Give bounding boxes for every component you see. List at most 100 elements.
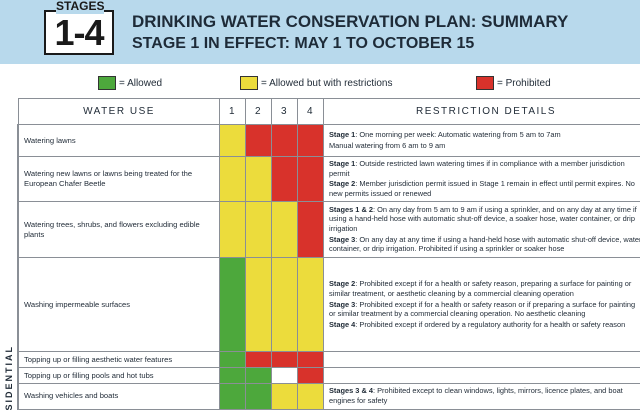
detail-stage-label: Stage 3	[329, 234, 356, 244]
stage-3-status-cell	[271, 124, 298, 157]
stage-4-status-cell	[297, 351, 324, 369]
detail-stage-label: Stage 4	[329, 319, 356, 329]
stage-4-status-cell	[297, 257, 324, 353]
stage-2-status-cell	[245, 367, 272, 385]
detail-stage-label: Stage 3	[329, 299, 356, 309]
stages-range: 1-4	[54, 12, 104, 53]
detail-text: Manual watering from 6 am to 9 am	[329, 140, 446, 150]
restriction-details-cell: Stages 3 & 4: Prohibited except to clean…	[323, 383, 640, 410]
header-water-use: WATER USE	[18, 98, 220, 125]
stage-4-status-cell	[297, 383, 324, 410]
water-use-cell: Washing vehicles and boats	[18, 383, 220, 410]
stage-4-status-cell	[297, 367, 324, 385]
stage-1-status-cell	[219, 367, 246, 385]
table-row: Washing impermeable surfaces Stage 2: Pro…	[18, 257, 640, 353]
stage-3-status-cell	[271, 155, 298, 203]
header-stage-1: 1	[219, 98, 246, 125]
detail-line: Manual watering from 6 am to 9 am	[329, 141, 640, 151]
water-use-cell: Topping up or filling aesthetic water fe…	[18, 351, 220, 369]
restriction-details-cell: Stage 1: One morning per week: Automatic…	[323, 124, 640, 157]
table-header-row: WATER USE 1 2 3 4 RESTRICTION DETAILS	[18, 98, 640, 125]
stage-3-status-cell	[271, 367, 298, 385]
legend-allowed: = Allowed	[98, 75, 162, 91]
stage-3-status-cell	[271, 383, 298, 410]
detail-text: : One morning per week: Automatic wateri…	[355, 129, 561, 139]
detail-line: Stage 1: Outside restricted lawn waterin…	[329, 159, 640, 178]
restriction-details-cell	[323, 367, 640, 385]
detail-line: Stage 4: Prohibited except if ordered by…	[329, 320, 640, 330]
legend-restricted-label: = Allowed but with restrictions	[261, 77, 393, 89]
table-row: Topping up or filling aesthetic water fe…	[18, 351, 640, 369]
legend-restricted-swatch	[240, 76, 258, 90]
header-stage-4: 4	[297, 98, 324, 125]
detail-text: : Member jurisdiction permit issued in S…	[329, 179, 635, 198]
header-stage-2: 2	[245, 98, 272, 125]
stage-4-status-cell	[297, 124, 324, 157]
detail-text: : Prohibited except if for a health or s…	[329, 299, 636, 319]
detail-line: Stages 3 & 4: Prohibited except to clean…	[329, 386, 640, 405]
restriction-details-cell: Stages 1 & 2: On any day from 5 am to 9 …	[323, 201, 640, 259]
section-label-residential: RESIDENTIAL	[4, 344, 14, 410]
table-row: Washing vehicles and boats Stages 3 & 4: …	[18, 383, 640, 410]
water-use-cell: Topping up or filling pools and hot tubs	[18, 367, 220, 385]
detail-line: Stages 1 & 2: On any day from 5 am to 9 …	[329, 205, 640, 234]
legend-restricted: = Allowed but with restrictions	[240, 75, 392, 91]
page-subtitle: STAGE 1 IN EFFECT: MAY 1 TO OCTOBER 15	[132, 35, 475, 52]
table-row: Topping up or filling pools and hot tubs	[18, 367, 640, 385]
legend-allowed-label: = Allowed	[119, 77, 163, 89]
stage-3-status-cell	[271, 201, 298, 259]
stage-4-status-cell	[297, 155, 324, 203]
detail-line: Stage 1: One morning per week: Automatic…	[329, 130, 640, 140]
page-title: DRINKING WATER CONSERVATION PLAN: SUMMAR…	[132, 12, 569, 31]
stage-1-status-cell	[219, 257, 246, 353]
stage-1-status-cell	[219, 383, 246, 410]
header-stage-3: 3	[271, 98, 298, 125]
legend-allowed-swatch	[98, 76, 116, 90]
stage-3-status-cell	[271, 257, 298, 353]
detail-text: : Prohibited except if for a health or s…	[329, 279, 632, 298]
detail-line: Stage 2: Member jurisdiction permit issu…	[329, 179, 640, 198]
legend-prohibited-label: = Prohibited	[497, 77, 551, 89]
restriction-details-cell	[323, 351, 640, 369]
water-use-cell: Watering trees, shrubs, and flowers excl…	[18, 201, 220, 259]
detail-stage-label: Stage 1	[329, 129, 356, 139]
stage-4-status-cell	[297, 201, 324, 259]
detail-text: : Prohibited except if ordered by a regu…	[355, 319, 626, 329]
detail-text: : Outside restricted lawn watering times…	[329, 159, 625, 178]
detail-stage-label: Stage 2	[329, 279, 356, 289]
stage-2-status-cell	[245, 257, 272, 353]
stage-2-status-cell	[245, 351, 272, 369]
stage-1-status-cell	[219, 124, 246, 157]
stage-1-status-cell	[219, 155, 246, 203]
detail-text: : On any day at any time if using a hand…	[329, 234, 640, 254]
detail-stage-label: Stage 1	[329, 159, 356, 168]
detail-text: : On any day from 5 am to 9 am if using …	[329, 204, 637, 234]
table-row: Watering trees, shrubs, and flowers excl…	[18, 201, 640, 259]
stage-3-status-cell	[271, 351, 298, 369]
detail-stage-label: Stages 1 & 2	[329, 204, 373, 214]
water-use-cell: Washing impermeable surfaces	[18, 257, 220, 353]
stage-2-status-cell	[245, 155, 272, 203]
stage-2-status-cell	[245, 124, 272, 157]
water-use-cell: Watering lawns	[18, 124, 220, 157]
stages-word: STAGES	[56, 0, 105, 14]
detail-line: Stage 3: On any day at any time if using…	[329, 235, 640, 254]
legend: = Allowed = Allowed but with restriction…	[0, 68, 640, 98]
detail-line: Stage 3: Prohibited except if for a heal…	[329, 300, 640, 319]
water-use-cell: Watering new lawns or lawns being treate…	[18, 155, 220, 203]
detail-stage-label: Stages 3 & 4	[329, 386, 373, 396]
header-restriction-details: RESTRICTION DETAILS	[323, 98, 640, 125]
legend-prohibited: = Prohibited	[476, 75, 551, 91]
section-column: RESIDENTIAL	[0, 124, 18, 410]
stage-1-status-cell	[219, 351, 246, 369]
stage-2-status-cell	[245, 201, 272, 259]
detail-stage-label: Stage 2	[329, 179, 356, 189]
legend-prohibited-swatch	[476, 76, 494, 90]
restriction-details-cell: Stage 2: Prohibited except if for a heal…	[323, 257, 640, 353]
stage-2-status-cell	[245, 383, 272, 410]
table-row: Watering new lawns or lawns being treate…	[18, 155, 640, 203]
detail-line: Stage 2: Prohibited except if for a heal…	[329, 279, 640, 298]
restriction-details-cell: Stage 1: Outside restricted lawn waterin…	[323, 155, 640, 203]
detail-text: : Prohibited except to clean windows, li…	[329, 386, 623, 405]
stage-1-status-cell	[219, 201, 246, 259]
